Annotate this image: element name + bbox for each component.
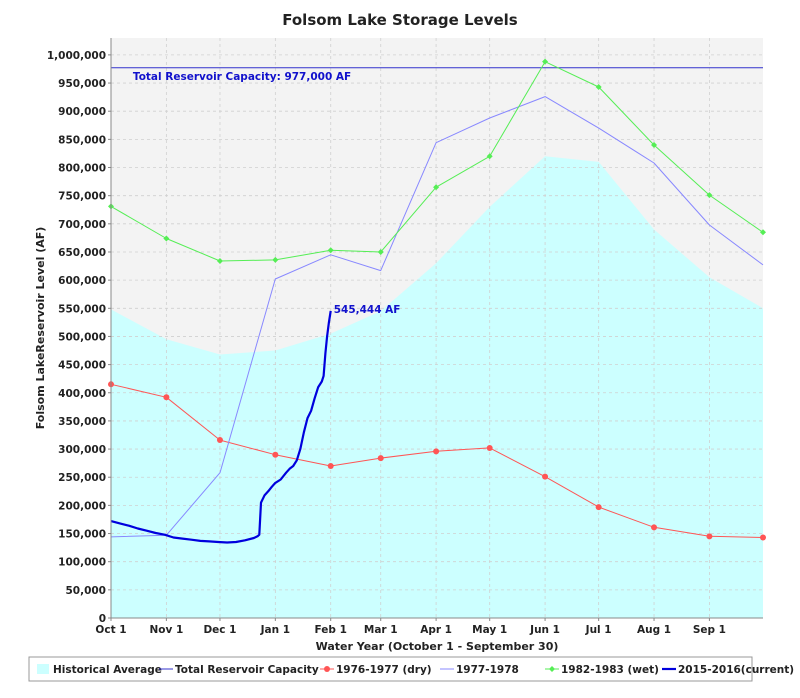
capacity-annotation: Total Reservoir Capacity: 977,000 AF [133, 71, 351, 83]
y-tick-label: 450,000 [58, 360, 106, 372]
y-tick-label: 250,000 [58, 472, 106, 484]
y-tick-label: 400,000 [58, 388, 106, 400]
y-tick-label: 150,000 [58, 529, 106, 541]
x-tick-label: Oct 1 [95, 624, 126, 636]
legend-label-total-reservoir-capacity: Total Reservoir Capacity [175, 664, 319, 676]
x-tick-label: May 1 [472, 624, 507, 636]
x-tick-label: Sep 1 [693, 624, 726, 636]
y-tick-label: 200,000 [58, 500, 106, 512]
area-layer [111, 156, 763, 619]
series-1976-1977-dry-point [486, 444, 493, 451]
series-1982-1983-wet-point [272, 256, 279, 263]
axis-layer: 0 50,000 100,000 150,000 200,000 250,000 300,0… [47, 38, 763, 636]
y-tick-label: 850,000 [58, 134, 106, 146]
legend-label-2015-2016-current: 2015-2016(current) [678, 664, 794, 676]
series-historical-average-area [111, 156, 763, 619]
current-level-annotation: 545,444 AF [334, 304, 401, 316]
y-tick-label: 600,000 [58, 275, 106, 287]
legend: Historical Average Total Reservoir Capaci… [28, 656, 794, 682]
series-1976-1977-dry-point [377, 455, 384, 462]
annotation-layer: Total Reservoir Capacity: 977,000 AF 545,… [133, 71, 401, 316]
series-1982-1983-wet-point [651, 141, 658, 148]
x-tick-label: Mar 1 [364, 624, 398, 636]
series-1976-1977-dry-point [595, 504, 602, 511]
y-tick-label: 950,000 [58, 78, 106, 90]
series-1976-1977-dry-point [327, 462, 334, 469]
series-1976-1977-dry-point [706, 533, 713, 540]
series-1982-1983-wet-point [327, 247, 334, 254]
y-tick-label: 500,000 [58, 331, 106, 343]
series-1977-1978-line [110, 96, 764, 538]
legend-marker-1976-1977-dry [324, 666, 330, 672]
series-1982-1983-wet-point [433, 184, 440, 191]
chart-title: Folsom Lake Storage Levels [282, 11, 518, 29]
x-tick-label: Aug 1 [637, 624, 671, 636]
series-1976-1977-dry-point [542, 473, 549, 480]
x-tick-label: Jan 1 [260, 624, 290, 636]
y-tick-label: 50,000 [65, 585, 106, 597]
series-1976-1977-dry-point [272, 451, 279, 458]
x-tick-label: Jul 1 [585, 624, 612, 636]
y-tick-label: 1,000,000 [47, 50, 106, 62]
y-tick-label: 350,000 [58, 416, 106, 428]
series-1982-1983-wet-point [542, 58, 549, 65]
y-tick-label: 300,000 [58, 444, 106, 456]
x-tick-label: Jun 1 [529, 624, 560, 636]
series-1982-1983-wet-point [486, 153, 493, 160]
y-tick-label: 900,000 [58, 106, 106, 118]
series-1982-1983-wet-point [760, 229, 766, 236]
series-1982-1983-wet-point [595, 83, 602, 90]
series-2015-2016-current-line [110, 310, 332, 544]
x-tick-label: Nov 1 [149, 624, 183, 636]
series-1982-1983-wet-point [706, 192, 713, 199]
legend-swatch-historical-average [37, 664, 49, 674]
legend-label-1977-1978: 1977-1978 [456, 664, 519, 676]
legend-label-1982-1983-wet: 1982-1983 (wet) [561, 664, 659, 676]
y-tick-label: 0 [99, 613, 106, 625]
x-tick-label: Apr 1 [420, 624, 452, 636]
legend-box [28, 656, 753, 682]
y-tick-label: 800,000 [58, 163, 106, 175]
grid-layer [110, 38, 763, 619]
series-1976-1977-dry-point [163, 394, 170, 401]
series-1976-1977-dry-point [760, 534, 766, 541]
y-tick-label: 650,000 [58, 247, 106, 259]
x-tick-label: Dec 1 [203, 624, 236, 636]
legend-label-1976-1977-dry: 1976-1977 (dry) [336, 664, 432, 676]
series-layer [108, 58, 766, 544]
legend-marker-1982-1983-wet [549, 666, 555, 672]
y-tick-label: 550,000 [58, 303, 106, 315]
series-1976-1977-dry-point [651, 524, 658, 531]
series-1982-1983-wet-point [216, 257, 223, 264]
x-axis-label: Water Year (October 1 - September 30) [316, 640, 559, 653]
y-tick-label: 750,000 [58, 191, 106, 203]
series-1982-1983-wet-point [377, 248, 384, 255]
legend-label-historical-average: Historical Average [53, 664, 162, 676]
series-1982-1983-wet-point [163, 235, 170, 242]
series-1976-1977-dry-point [216, 437, 223, 444]
x-tick-label: Feb 1 [315, 624, 347, 636]
y-tick-label: 100,000 [58, 557, 106, 569]
series-1976-1977-dry-point [433, 448, 440, 455]
y-tick-label: 700,000 [58, 219, 106, 231]
y-axis-label: Folsom LakeReservoir Level (AF) [34, 227, 47, 430]
